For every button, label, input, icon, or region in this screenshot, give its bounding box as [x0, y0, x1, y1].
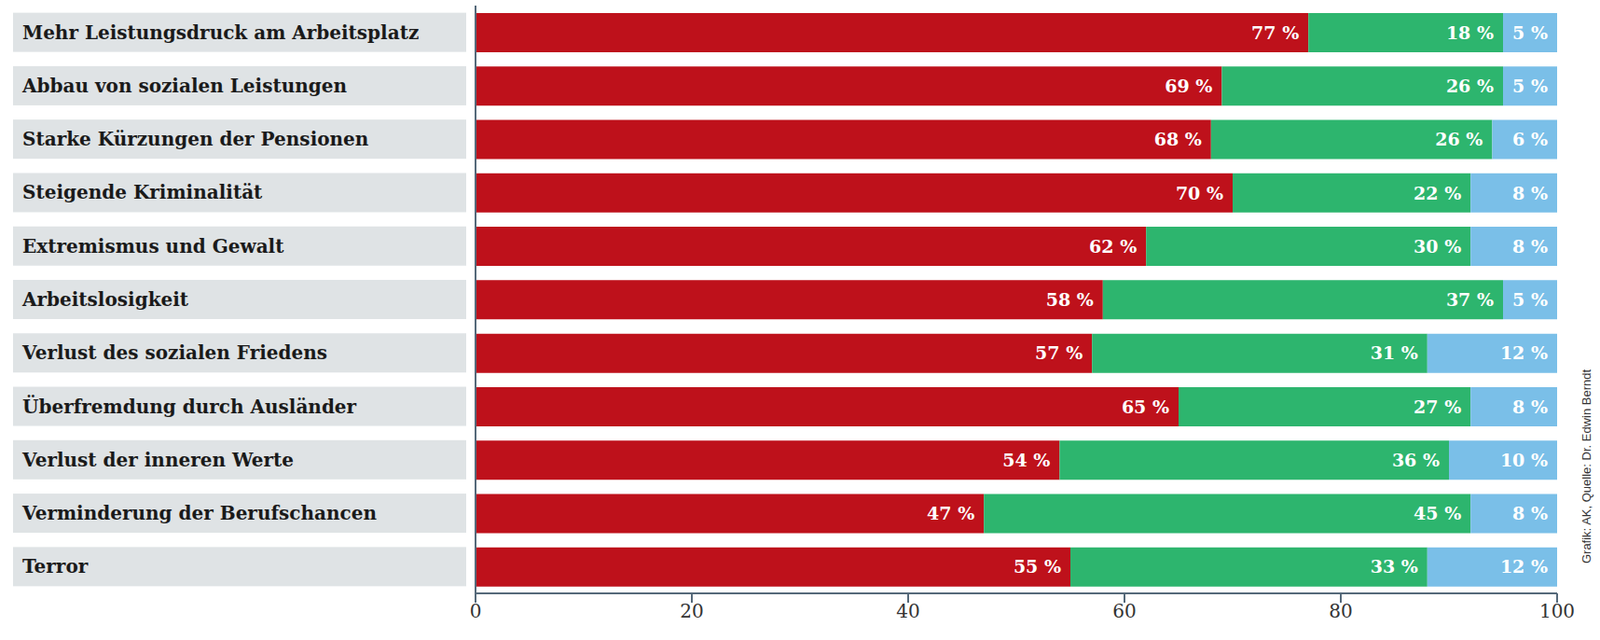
svg-text:77 %: 77 % [1251, 22, 1299, 43]
svg-text:69 %: 69 % [1164, 75, 1213, 97]
svg-text:70 %: 70 % [1175, 182, 1224, 204]
svg-text:8 %: 8 % [1512, 396, 1548, 417]
svg-text:5 %: 5 % [1512, 22, 1548, 43]
svg-text:6 %: 6 % [1512, 128, 1548, 150]
svg-text:Überfremdung durch Ausländer: Überfremdung durch Ausländer [22, 394, 358, 418]
svg-text:5 %: 5 % [1512, 289, 1548, 310]
svg-text:58 %: 58 % [1046, 289, 1094, 310]
svg-text:36 %: 36 % [1392, 449, 1440, 470]
svg-text:Verlust des sozialen Friedens: Verlust des sozialen Friedens [21, 341, 328, 364]
svg-text:26 %: 26 % [1434, 128, 1483, 150]
svg-text:0: 0 [469, 599, 483, 622]
svg-text:47 %: 47 % [926, 502, 975, 524]
svg-text:20: 20 [679, 599, 704, 622]
svg-text:62 %: 62 % [1089, 235, 1137, 257]
svg-text:54 %: 54 % [1002, 449, 1050, 470]
svg-text:45 %: 45 % [1413, 502, 1462, 524]
svg-text:12 %: 12 % [1500, 342, 1548, 363]
svg-text:33 %: 33 % [1370, 555, 1419, 577]
svg-text:26 %: 26 % [1446, 75, 1494, 97]
svg-text:27 %: 27 % [1413, 396, 1462, 417]
svg-text:57 %: 57 % [1034, 342, 1083, 363]
svg-text:8 %: 8 % [1512, 235, 1548, 257]
svg-text:55 %: 55 % [1013, 555, 1062, 577]
svg-text:10 %: 10 % [1500, 449, 1548, 470]
svg-text:30 %: 30 % [1413, 235, 1462, 257]
svg-text:5 %: 5 % [1512, 75, 1548, 97]
svg-text:60: 60 [1112, 599, 1136, 622]
svg-text:100: 100 [1539, 599, 1575, 622]
svg-text:Extremismus und Gewalt: Extremismus und Gewalt [22, 234, 285, 258]
svg-text:22 %: 22 % [1413, 182, 1462, 204]
svg-text:8 %: 8 % [1512, 502, 1548, 524]
svg-text:12 %: 12 % [1500, 555, 1548, 577]
svg-text:Arbeitslosigkeit: Arbeitslosigkeit [21, 288, 190, 311]
svg-text:Steigende Kriminalität: Steigende Kriminalität [22, 180, 263, 204]
svg-text:65 %: 65 % [1121, 396, 1170, 417]
svg-text:Verminderung der Berufschancen: Verminderung der Berufschancen [21, 501, 377, 525]
svg-text:80: 80 [1328, 599, 1352, 622]
svg-text:Grafik: AK, Quelle: Dr. Edwin: Grafik: AK, Quelle: Dr. Edwin Berndt [1579, 369, 1594, 564]
svg-text:Abbau von sozialen Leistungen: Abbau von sozialen Leistungen [21, 74, 347, 97]
svg-text:Starke Kürzungen der Pensionen: Starke Kürzungen der Pensionen [22, 127, 370, 151]
svg-text:Mehr Leistungsdruck am Arbeits: Mehr Leistungsdruck am Arbeitsplatz [22, 21, 419, 44]
svg-text:37 %: 37 % [1446, 289, 1494, 310]
svg-text:8 %: 8 % [1512, 182, 1548, 204]
svg-text:68 %: 68 % [1154, 128, 1202, 150]
svg-text:Verlust der inneren Werte: Verlust der inneren Werte [21, 448, 294, 471]
svg-text:40: 40 [896, 599, 920, 622]
svg-text:18 %: 18 % [1446, 22, 1494, 43]
svg-text:31 %: 31 % [1370, 342, 1419, 363]
svg-text:Terror: Terror [22, 554, 89, 578]
